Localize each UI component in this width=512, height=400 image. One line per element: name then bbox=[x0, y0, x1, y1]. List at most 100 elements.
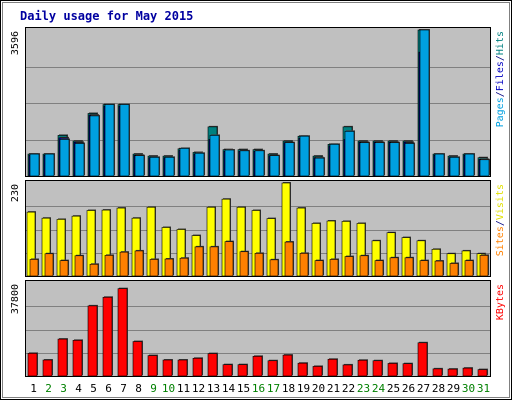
x-tick-label-day-16: 16 bbox=[252, 382, 265, 395]
legend-entry: Hits bbox=[495, 31, 506, 55]
bar-kbytes-day-15 bbox=[237, 364, 248, 377]
x-tick-label-day-21: 21 bbox=[327, 382, 340, 395]
bar-pages-day-21 bbox=[329, 144, 340, 177]
x-tick-label-day-30: 30 bbox=[462, 382, 475, 395]
bar-sites-day-22 bbox=[344, 256, 354, 277]
bar-kbytes-day-16 bbox=[252, 356, 263, 377]
bar-pages-day-25 bbox=[389, 142, 400, 177]
x-tick-label-day-22: 22 bbox=[342, 382, 355, 395]
x-tick-label-day-17: 17 bbox=[267, 382, 280, 395]
bar-pages-day-18 bbox=[284, 142, 295, 177]
bar-kbytes-day-26 bbox=[402, 363, 413, 377]
bar-kbytes-day-4 bbox=[72, 340, 83, 377]
bar-kbytes-day-7 bbox=[117, 288, 128, 377]
legend-entry: Sites bbox=[495, 226, 506, 256]
bar-kbytes-day-23 bbox=[357, 359, 368, 377]
x-tick-label-day-14: 14 bbox=[222, 382, 236, 395]
x-tick-label-day-8: 8 bbox=[135, 382, 142, 395]
bar-kbytes-day-2 bbox=[42, 359, 53, 377]
bar-pages-day-5 bbox=[89, 115, 100, 177]
bar-pages-day-8 bbox=[134, 155, 145, 177]
y-max-label-top: 3596 bbox=[10, 31, 21, 55]
x-tick-label-day-23: 23 bbox=[357, 382, 370, 395]
bar-kbytes-day-17 bbox=[267, 360, 278, 377]
bar-sites-day-10 bbox=[164, 258, 174, 277]
bar-sites-day-4 bbox=[74, 255, 84, 277]
bar-kbytes-day-24 bbox=[372, 360, 383, 377]
bar-pages-day-22 bbox=[344, 131, 355, 177]
x-tick-label-day-7: 7 bbox=[120, 382, 127, 395]
bar-sites-day-19 bbox=[299, 253, 309, 277]
bar-pages-day-7 bbox=[119, 104, 130, 177]
x-tick-label-day-18: 18 bbox=[282, 382, 295, 395]
bar-sites-day-13 bbox=[209, 246, 219, 277]
bar-sites-day-14 bbox=[224, 241, 234, 277]
bar-sites-day-2 bbox=[44, 253, 54, 277]
legend-mid: Sites/Visits bbox=[495, 184, 506, 256]
bar-pages-day-2 bbox=[44, 153, 55, 177]
x-tick-label-day-25: 25 bbox=[387, 382, 400, 395]
bar-kbytes-day-19 bbox=[297, 362, 308, 377]
bar-pages-day-6 bbox=[104, 104, 115, 177]
bar-sites-day-9 bbox=[149, 259, 159, 277]
bar-sites-day-30 bbox=[464, 260, 474, 277]
x-tick-label-day-24: 24 bbox=[372, 382, 386, 395]
x-tick-label-day-31: 31 bbox=[477, 382, 490, 395]
bar-sites-day-31 bbox=[479, 255, 489, 277]
legend-entry: / bbox=[495, 55, 506, 61]
legend-entry: KBytes bbox=[495, 284, 506, 320]
bar-sites-day-26 bbox=[404, 257, 414, 277]
y-max-label-mid: 230 bbox=[10, 184, 21, 202]
bar-sites-day-5 bbox=[89, 263, 99, 277]
bar-kbytes-day-1 bbox=[27, 353, 38, 377]
bar-sites-day-1 bbox=[29, 259, 39, 277]
bar-kbytes-day-21 bbox=[327, 358, 338, 377]
legend-entry: Pages bbox=[495, 97, 506, 127]
bar-sites-day-3 bbox=[59, 260, 69, 277]
x-tick-label-day-26: 26 bbox=[402, 382, 415, 395]
x-tick-label-day-6: 6 bbox=[105, 382, 112, 395]
x-tick-label-day-27: 27 bbox=[417, 382, 430, 395]
bar-kbytes-day-25 bbox=[387, 363, 398, 377]
bar-sites-day-20 bbox=[314, 260, 324, 277]
bar-kbytes-day-20 bbox=[312, 366, 323, 377]
legend-entry: / bbox=[495, 91, 506, 97]
bar-pages-day-1 bbox=[29, 153, 40, 177]
bar-pages-day-12 bbox=[194, 152, 205, 177]
bar-pages-day-9 bbox=[149, 157, 160, 177]
bar-pages-day-20 bbox=[314, 157, 325, 177]
bar-sites-day-17 bbox=[269, 259, 279, 277]
legend-entry: Files bbox=[495, 61, 506, 91]
bar-pages-day-27 bbox=[419, 29, 430, 177]
x-tick-label-day-12: 12 bbox=[192, 382, 205, 395]
x-tick-label-day-2: 2 bbox=[45, 382, 52, 395]
bar-pages-day-10 bbox=[164, 157, 175, 177]
bar-sites-day-29 bbox=[449, 263, 459, 277]
bar-pages-day-15 bbox=[239, 150, 250, 177]
bar-kbytes-day-10 bbox=[162, 359, 173, 377]
x-tick-label-day-3: 3 bbox=[60, 382, 67, 395]
chart-title: Daily usage for May 2015 bbox=[20, 9, 193, 23]
bar-pages-day-29 bbox=[449, 157, 460, 177]
legend-bottom: KBytes bbox=[495, 284, 506, 320]
bar-pages-day-28 bbox=[434, 153, 445, 177]
y-max-label-bottom: 37800 bbox=[10, 284, 21, 314]
x-tick-label-day-4: 4 bbox=[75, 382, 82, 395]
bar-kbytes-day-5 bbox=[87, 305, 98, 377]
bar-sites-day-27 bbox=[419, 260, 429, 277]
bar-sites-day-8 bbox=[134, 250, 144, 277]
bar-pages-day-16 bbox=[254, 150, 265, 177]
x-tick-label-day-28: 28 bbox=[432, 382, 445, 395]
bar-sites-day-28 bbox=[434, 260, 444, 277]
bar-sites-day-12 bbox=[194, 246, 204, 277]
bar-sites-day-11 bbox=[179, 257, 189, 277]
bar-kbytes-day-31 bbox=[477, 369, 488, 377]
bar-pages-day-24 bbox=[374, 142, 385, 177]
x-tick-label-day-29: 29 bbox=[447, 382, 460, 395]
bar-sites-day-25 bbox=[389, 257, 399, 277]
bar-kbytes-day-11 bbox=[177, 359, 188, 377]
x-tick-label-day-11: 11 bbox=[177, 382, 190, 395]
bar-pages-day-17 bbox=[269, 155, 280, 177]
bar-kbytes-day-9 bbox=[147, 355, 158, 377]
